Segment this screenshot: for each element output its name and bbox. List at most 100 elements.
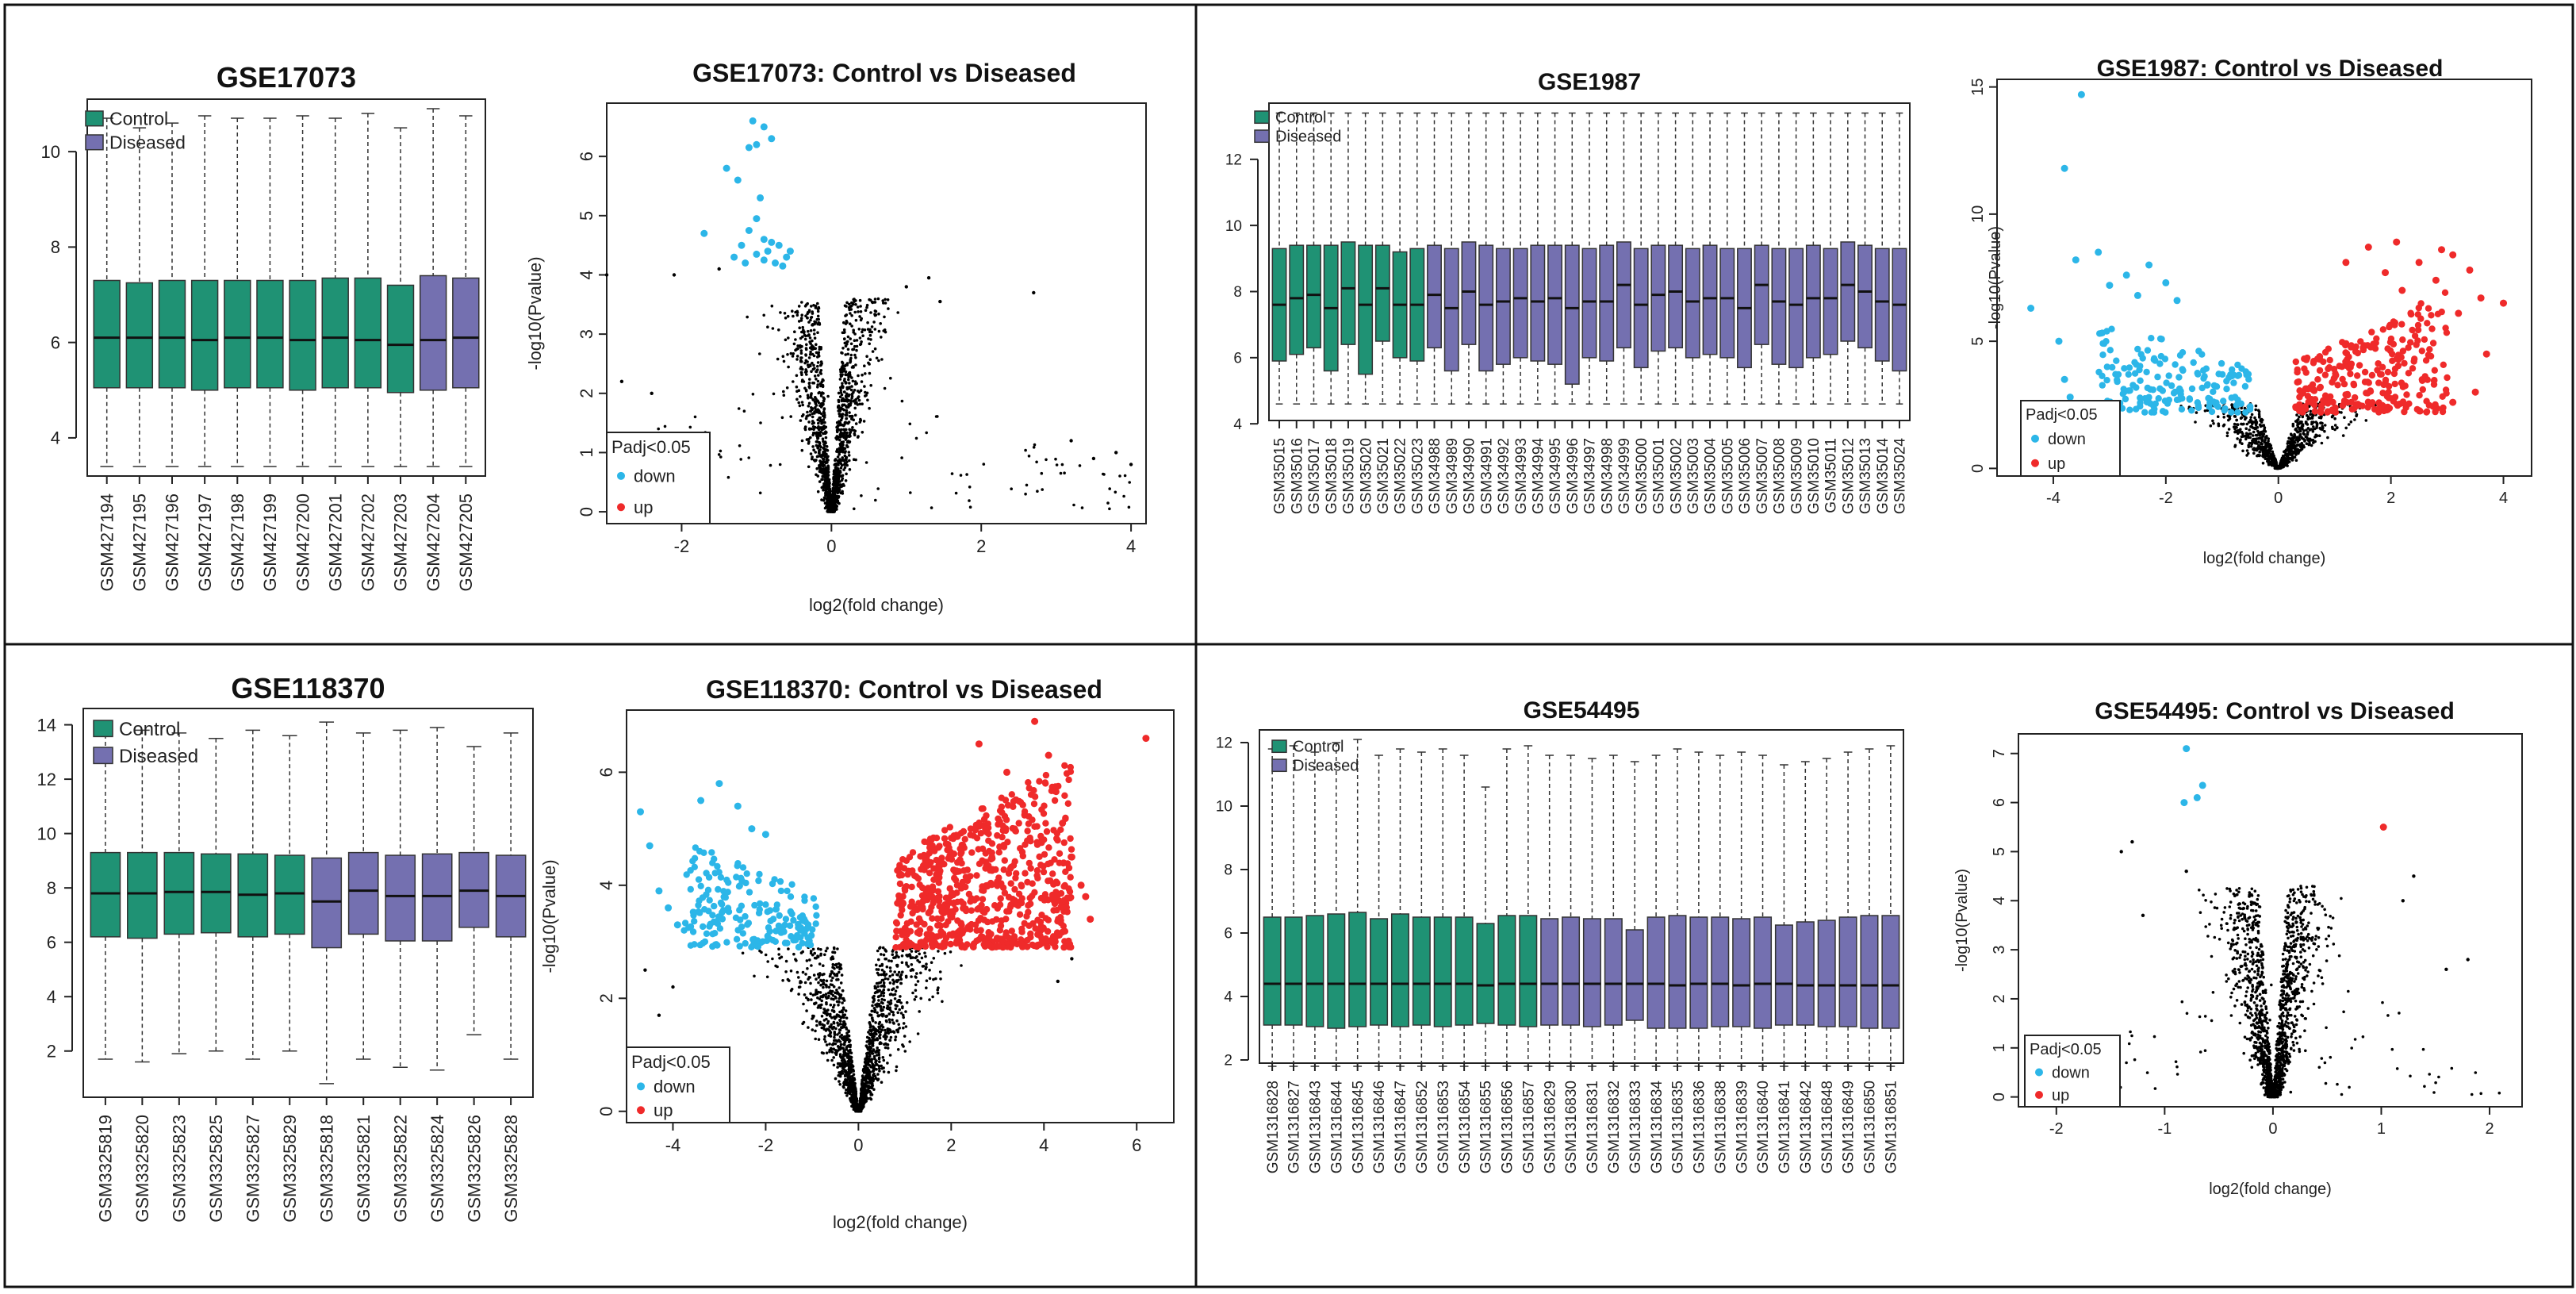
ns-point	[879, 946, 882, 949]
x-tick-label: GSM35003	[1685, 438, 1702, 514]
up-point	[2325, 366, 2331, 372]
ns-point	[814, 1030, 817, 1033]
ns-point	[852, 328, 855, 332]
ns-point	[852, 303, 855, 306]
ns-point	[837, 1004, 840, 1007]
ns-point	[836, 966, 839, 969]
ns-point	[812, 432, 815, 435]
ns-point	[620, 380, 623, 383]
ns-point	[854, 363, 857, 367]
ns-point	[2250, 445, 2253, 448]
ns-point	[833, 967, 836, 970]
ns-point	[968, 499, 971, 502]
ns-point	[876, 1079, 880, 1082]
up-point	[2354, 372, 2360, 378]
ns-point	[845, 1009, 848, 1012]
ns-point	[746, 316, 749, 319]
x-tick-label: GSM35021	[1375, 438, 1392, 514]
down-point	[2166, 372, 2172, 378]
down-point	[700, 230, 707, 237]
ns-point	[869, 311, 872, 314]
ns-point	[841, 447, 845, 450]
ns-point	[2233, 415, 2237, 418]
ns-point	[872, 1025, 875, 1028]
ns-point	[738, 407, 741, 410]
ns-point	[2204, 409, 2207, 413]
ns-point	[968, 486, 972, 489]
ns-point	[894, 1004, 897, 1007]
ns-point	[2246, 449, 2249, 452]
box-GSM427196	[159, 280, 186, 387]
box-GSM35002	[1669, 245, 1682, 347]
ns-point	[813, 332, 816, 336]
ns-point	[813, 952, 816, 955]
ns-point	[828, 493, 831, 496]
ns-point	[772, 327, 775, 330]
ns-point	[2256, 430, 2260, 433]
box-GSM34995	[1548, 245, 1562, 364]
box-GSM35009	[1789, 248, 1803, 367]
ns-point	[2210, 424, 2213, 428]
ns-point	[822, 451, 825, 454]
box-GSM34999	[1617, 242, 1631, 347]
ns-point	[819, 446, 822, 449]
x-tick-label: GSM35012	[1840, 438, 1857, 514]
ns-point	[814, 374, 817, 378]
x-tick-label: 0	[2274, 490, 2283, 507]
ns-point	[872, 321, 876, 324]
ns-point	[784, 317, 788, 320]
y-tick-label: 6	[596, 767, 616, 777]
x-tick-label: 2	[946, 1135, 956, 1155]
ns-point	[809, 410, 812, 413]
ns-point	[2230, 403, 2233, 406]
up-point	[2419, 376, 2425, 382]
ns-point	[851, 416, 854, 419]
ns-point	[1129, 463, 1133, 466]
ns-point	[877, 999, 880, 1002]
ns-point	[796, 971, 799, 974]
ns-point	[951, 472, 954, 475]
ns-point	[844, 421, 847, 424]
ns-point	[903, 1035, 907, 1038]
ns-point	[878, 1067, 881, 1070]
box-GSM427200	[289, 280, 316, 390]
ns-point	[2316, 435, 2319, 438]
x-tick-label: GSM34988	[1427, 438, 1443, 514]
ns-point	[878, 1031, 881, 1034]
ns-point	[2260, 420, 2264, 424]
up-point	[2322, 371, 2329, 378]
ns-point	[845, 412, 849, 415]
ns-point	[840, 432, 843, 435]
down-point	[2138, 351, 2145, 357]
down-point	[2171, 390, 2177, 396]
ns-point	[955, 492, 958, 495]
ns-point	[822, 440, 825, 443]
ns-point	[762, 314, 765, 317]
ns-point	[850, 314, 853, 317]
down-point	[2150, 402, 2156, 409]
ns-point	[880, 336, 883, 339]
ns-point	[921, 957, 924, 960]
down-point	[757, 194, 764, 202]
y-tick-label: 0	[577, 507, 596, 516]
ns-point	[2261, 433, 2264, 436]
ns-point	[1108, 487, 1111, 490]
ns-point	[2295, 459, 2298, 462]
up-point	[2382, 269, 2389, 276]
down-point	[761, 123, 768, 130]
up-point	[2395, 363, 2402, 369]
ns-point	[824, 492, 827, 495]
ns-point	[824, 1040, 827, 1043]
up-point	[2424, 320, 2430, 326]
ns-point	[834, 951, 837, 954]
up-point	[2311, 387, 2317, 394]
ns-point	[877, 359, 880, 363]
ns-point	[786, 386, 789, 390]
ns-point	[835, 426, 838, 429]
down-point	[2136, 367, 2142, 373]
ns-point	[802, 971, 805, 974]
up-point	[2399, 336, 2405, 343]
legend-swatch-diseased	[94, 747, 113, 763]
ns-point	[811, 407, 815, 410]
